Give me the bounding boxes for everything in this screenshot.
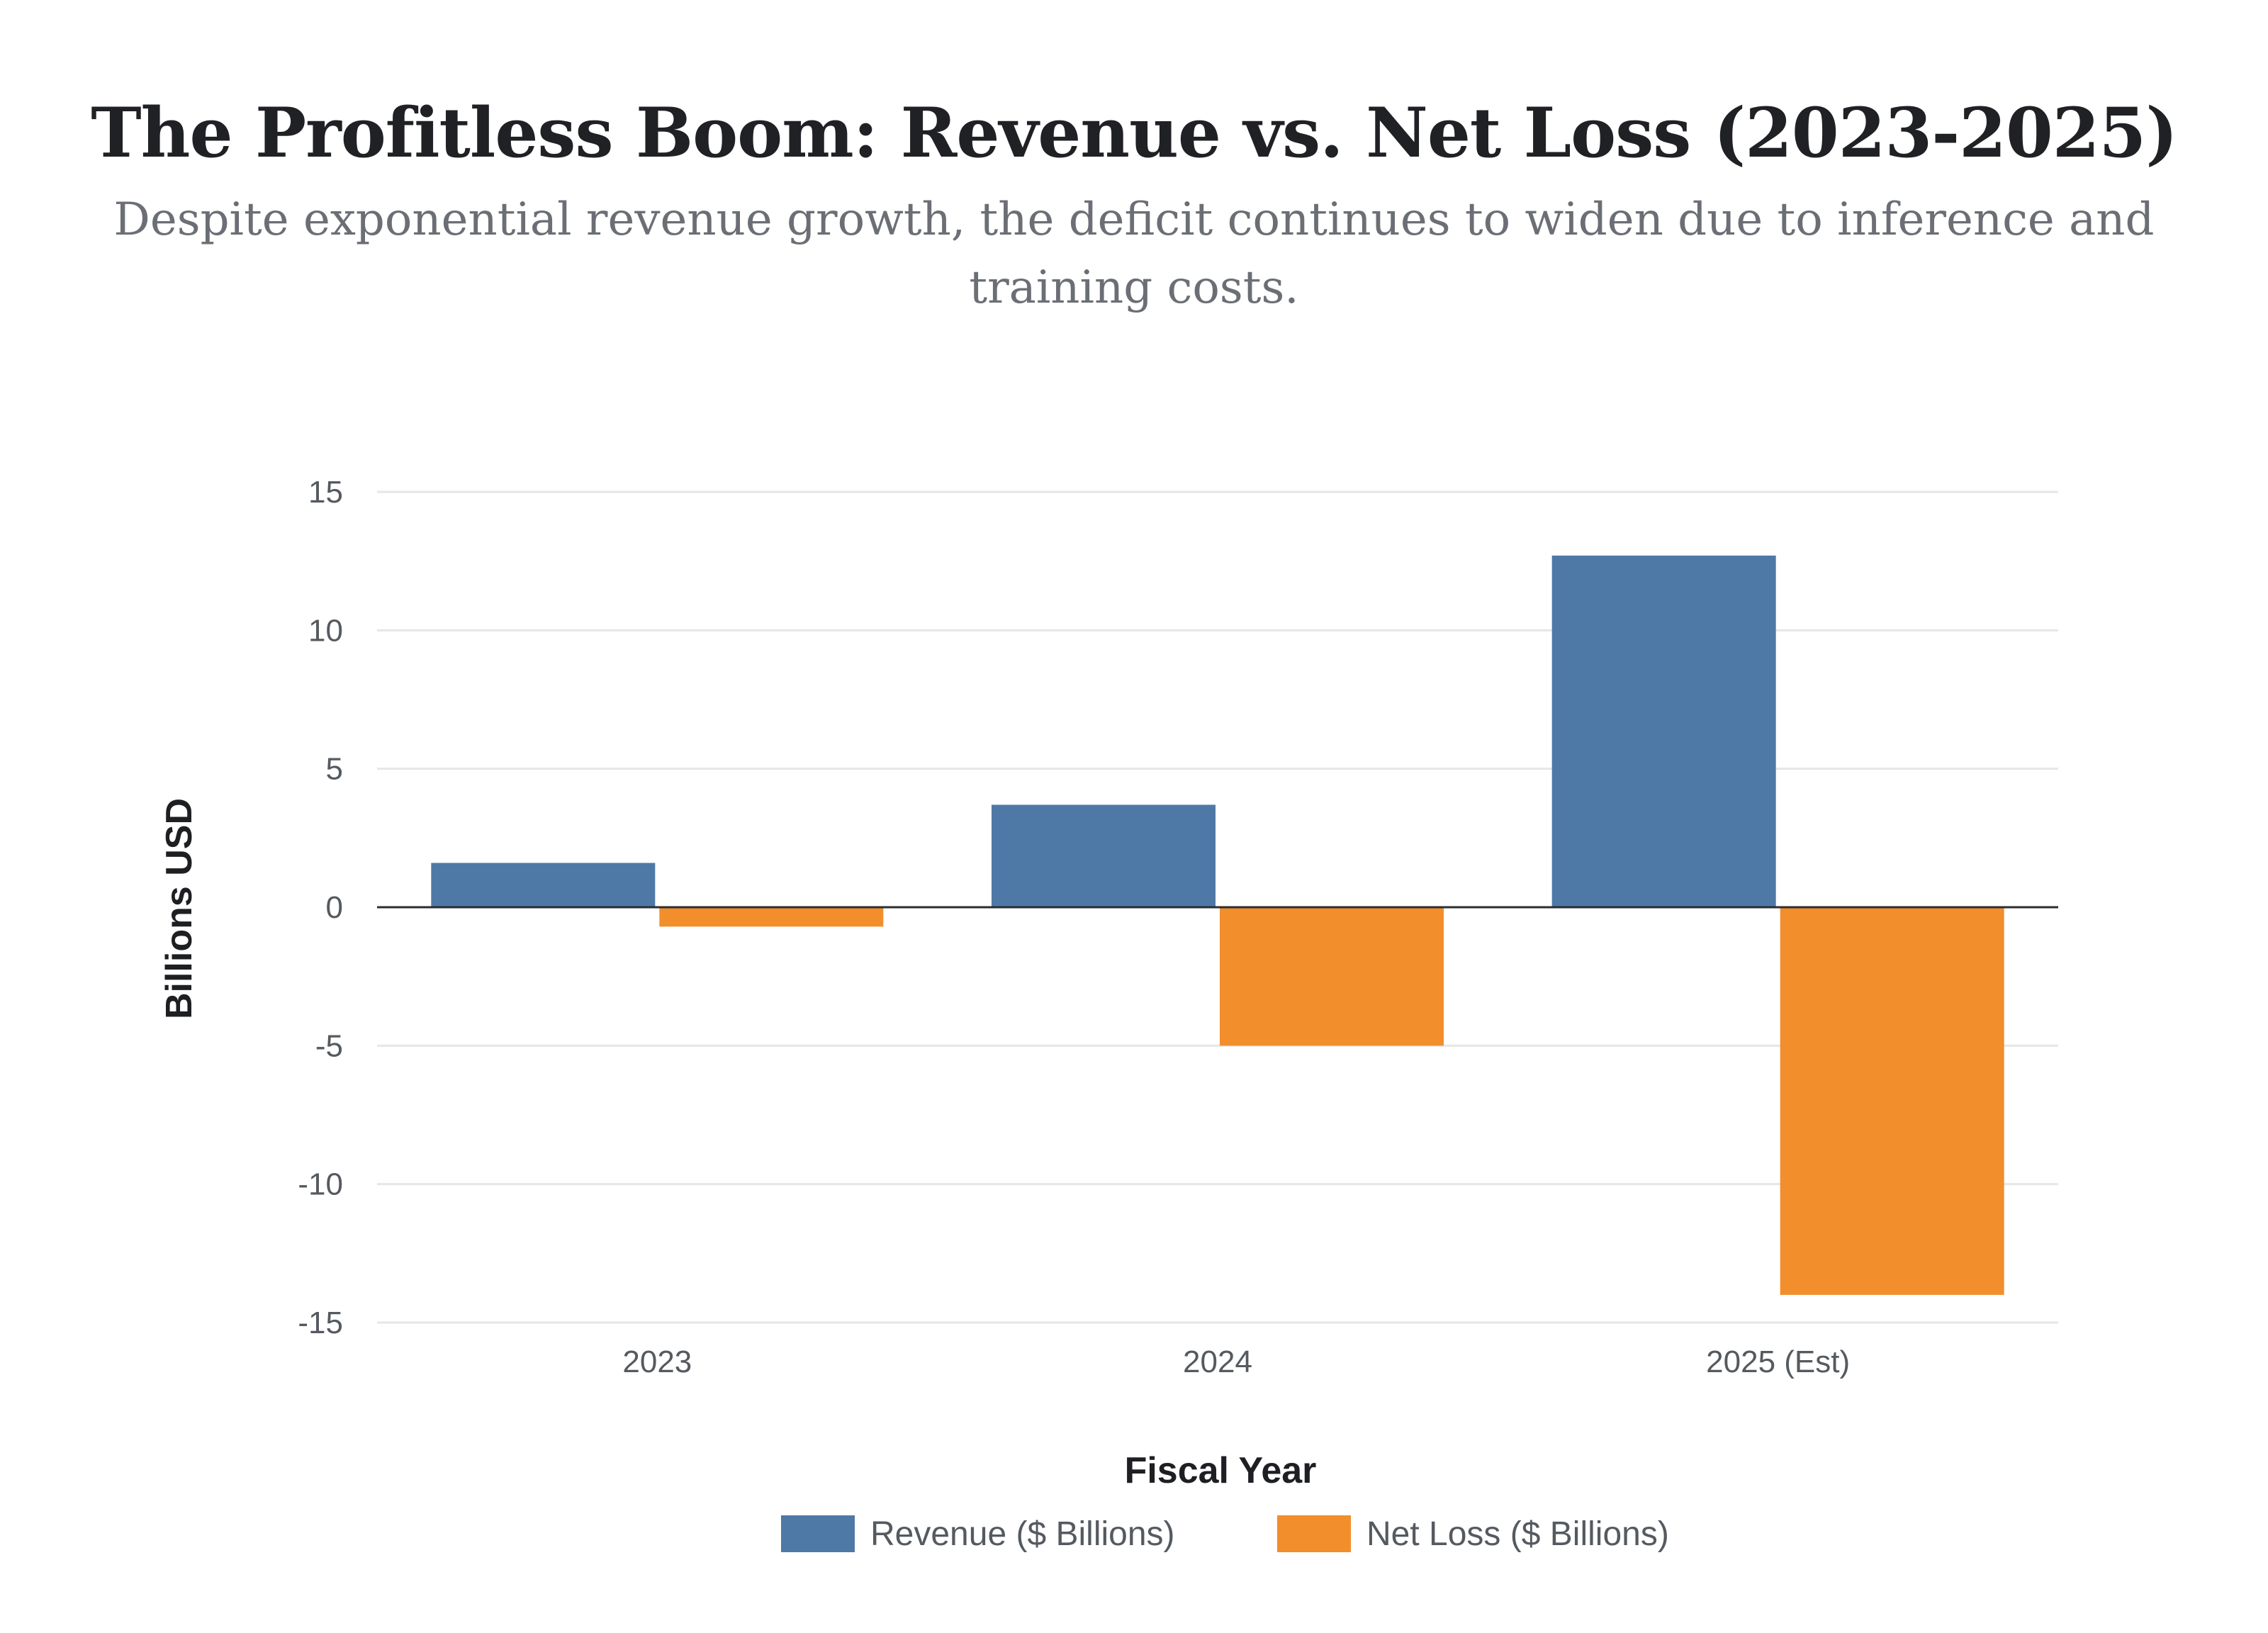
gridlines xyxy=(377,490,2058,1324)
bars xyxy=(431,555,2004,1295)
axis-labels: 15 10 5 0 -5 -10 -15 2023 2024 2025 (Est) xyxy=(298,475,1850,1379)
revenue-bar-2 xyxy=(1551,555,1776,907)
revenue-bar-1 xyxy=(992,804,1216,907)
chart-title: The Profitless Boom: Revenue vs. Net Los… xyxy=(91,93,2178,173)
chart-subtitle: Despite exponential revenue growth, the … xyxy=(113,193,2155,314)
y-tick-label: 15 xyxy=(308,475,343,510)
legend: Revenue ($ Billions) Net Loss ($ Billions… xyxy=(781,1515,1669,1553)
revenue-bar-0 xyxy=(431,863,656,907)
legend-label-net-loss: Net Loss ($ Billions) xyxy=(1366,1515,1669,1553)
y-tick-label: -15 xyxy=(298,1306,343,1340)
y-tick-label: -10 xyxy=(298,1167,343,1202)
x-tick-label: 2024 xyxy=(1183,1345,1252,1379)
y-tick-label: 5 xyxy=(326,752,343,787)
y-tick-label: -5 xyxy=(315,1028,343,1063)
y-tick-label: 0 xyxy=(326,890,343,925)
net-loss-bar-2 xyxy=(1780,907,2004,1295)
net-loss-bar-0 xyxy=(659,907,884,927)
x-axis-title: Fiscal Year xyxy=(1125,1450,1317,1491)
legend-swatch-revenue xyxy=(781,1515,855,1552)
y-axis-title: Billions USD xyxy=(159,798,200,1019)
legend-swatch-net-loss xyxy=(1277,1515,1351,1552)
y-tick-label: 10 xyxy=(308,613,343,648)
x-tick-label: 2023 xyxy=(622,1345,692,1379)
x-tick-label: 2025 (Est) xyxy=(1706,1345,1850,1379)
legend-label-revenue: Revenue ($ Billions) xyxy=(870,1515,1175,1553)
net-loss-bar-1 xyxy=(1220,907,1444,1046)
